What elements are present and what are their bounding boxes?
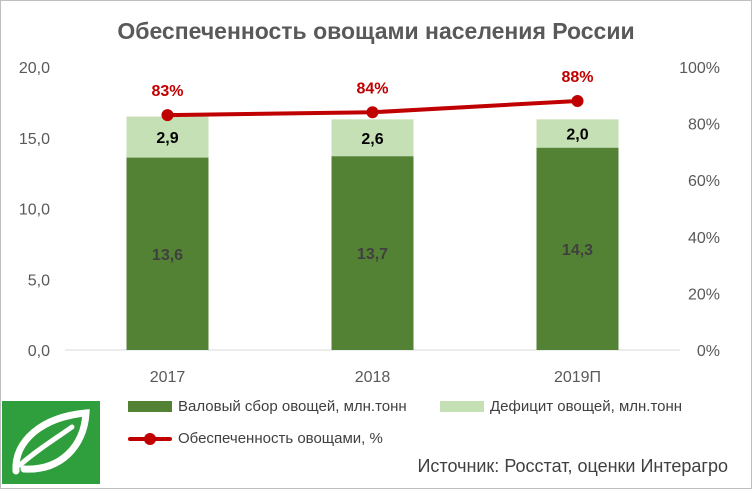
bar-deficit xyxy=(126,116,209,158)
bar-deficit xyxy=(331,119,414,157)
data-label-harvest: 14,3 xyxy=(562,242,593,259)
y-left-tick-label: 15,0 xyxy=(19,131,50,148)
point-provision xyxy=(366,106,379,119)
point-provision xyxy=(571,94,584,107)
bar-harvest xyxy=(536,147,619,350)
legend-item-harvest: Валовый сбор овощей, млн.тонн xyxy=(128,398,407,415)
y-right-tick-label: 20% xyxy=(688,286,720,303)
x-tick-label: 2018 xyxy=(355,369,391,386)
bar-harvest xyxy=(331,156,414,350)
source-note: Источник: Росстат, оценки Интерагро xyxy=(417,456,728,476)
y-left-tick-label: 0,0 xyxy=(28,343,50,360)
data-label-deficit: 2,0 xyxy=(566,127,588,144)
chart-title: Обеспеченность овощами населения России xyxy=(117,18,635,44)
data-label-deficit: 2,9 xyxy=(156,130,178,147)
x-tick-label: 2017 xyxy=(150,369,186,386)
y-right-tick-label: 100% xyxy=(679,60,720,77)
legend-item-deficit: Дефицит овощей, млн.тонн xyxy=(440,398,682,415)
data-label-provision: 83% xyxy=(151,83,183,100)
y-left-tick-label: 5,0 xyxy=(28,272,50,289)
data-label-harvest: 13,7 xyxy=(357,246,388,263)
y-left-tick-label: 10,0 xyxy=(19,202,50,219)
legend-label-provision: Обеспеченность овощами, % xyxy=(178,430,383,447)
y-left-tick-label: 20,0 xyxy=(19,60,50,77)
data-label-provision: 84% xyxy=(356,80,388,97)
bar-harvest xyxy=(126,157,209,350)
data-label-harvest: 13,6 xyxy=(152,247,183,264)
y-right-tick-label: 80% xyxy=(688,117,720,134)
y-right-tick-label: 0% xyxy=(697,343,720,360)
bar-deficit xyxy=(536,119,619,148)
chart-plot: 0,0 5,0 10,0 15,0 20,0 0% 20% 40% 60% 80% 100% 13… xyxy=(19,60,720,386)
y-right-tick-label: 40% xyxy=(688,230,720,247)
leaf-logo-icon xyxy=(2,401,100,484)
data-label-deficit: 2,6 xyxy=(361,131,383,148)
legend-item-provision: Обеспеченность овощами, % xyxy=(128,430,383,447)
legend-label-deficit: Дефицит овощей, млн.тонн xyxy=(490,398,683,415)
legend-swatch-provision xyxy=(128,432,172,445)
legend-swatch-harvest xyxy=(128,401,172,412)
y-right-tick-label: 60% xyxy=(688,173,720,190)
point-provision xyxy=(161,109,174,122)
data-label-provision: 88% xyxy=(561,69,593,86)
x-tick-label: 2019П xyxy=(554,369,601,386)
legend-swatch-deficit xyxy=(440,401,484,412)
legend-label-harvest: Валовый сбор овощей, млн.тонн xyxy=(178,398,407,415)
